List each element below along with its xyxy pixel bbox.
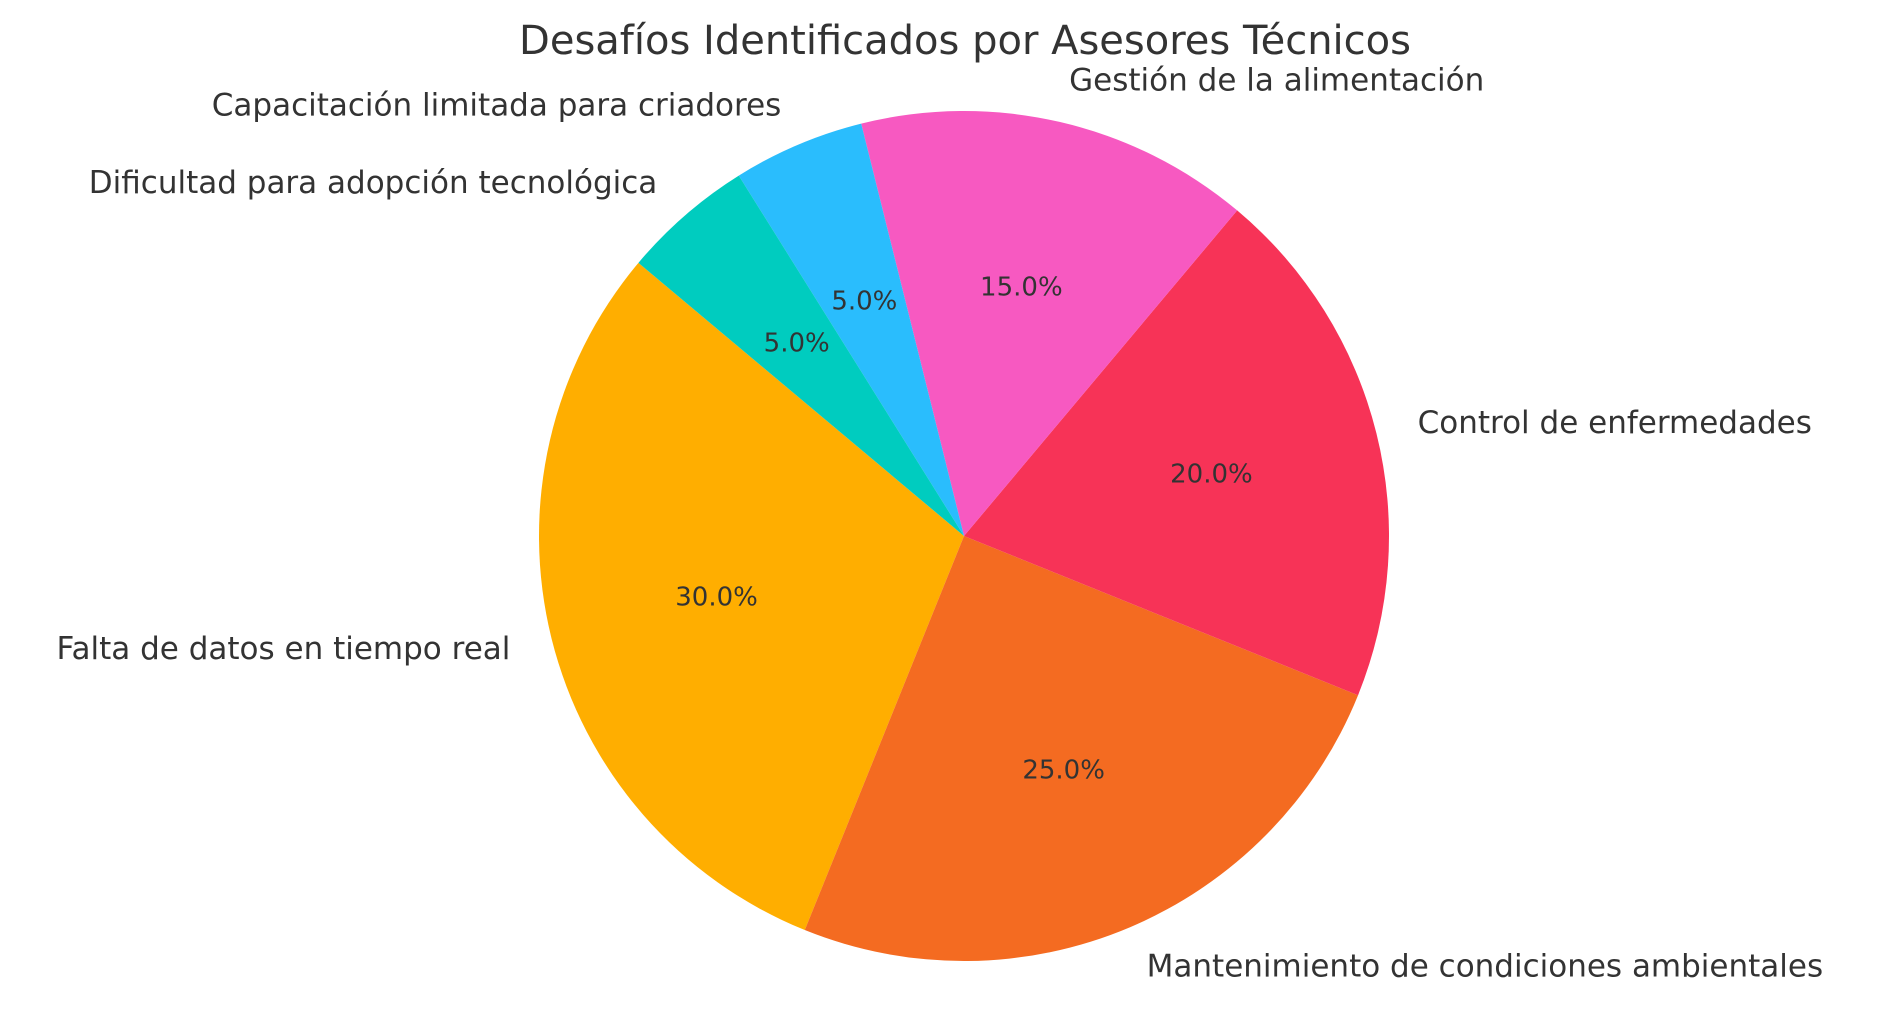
slice-label-falta-de-datos-en-tiempo-real: Falta de datos en tiempo real — [57, 631, 511, 667]
pct-label-control-de-enfermedades: 20.0% — [1170, 459, 1253, 489]
slice-label-capacitacion-limitada-para-criadores: Capacitación limitada para criadores — [212, 88, 782, 124]
slice-label-mantenimiento-de-condiciones-ambientales: Mantenimiento de condiciones ambientales — [1147, 948, 1823, 984]
pct-label-mantenimiento-de-condiciones-ambientales: 25.0% — [1022, 756, 1105, 786]
slice-label-dificultad-para-adopcion-tecnologica: Dificultad para adopción tecnológica — [89, 165, 658, 201]
pct-label-dificultad-para-adopcion-tecnologica: 5.0% — [764, 329, 830, 359]
chart-title: Desafíos Identificados por Asesores Técn… — [519, 18, 1411, 64]
pie-slice-capacitacion-limitada-para-criadores — [738, 123, 964, 536]
percentage-labels: 30.0% 25.0% 20.0% 15.0% 5.0%5.0% — [675, 273, 1252, 786]
pie-slice-gestion-de-la-alimentacion — [861, 111, 1238, 537]
pie-slices — [539, 111, 1389, 961]
pct-label-falta-de-datos-en-tiempo-real: 30.0% — [675, 583, 758, 613]
slice-labels: Falta de datos en tiempo real Mantenimien… — [57, 62, 1824, 984]
pie-slice-dificultad-para-adopcion-tecnologica — [638, 175, 964, 536]
pie-slice-mantenimiento-de-condiciones-ambientales — [804, 536, 1359, 961]
slice-label-control-de-enfermedades: Control de enfermedades — [1418, 405, 1812, 441]
pie-slice-control-de-enfermedades — [964, 210, 1389, 696]
pct-label-gestion-de-la-alimentacion: 15.0% — [980, 273, 1063, 303]
pct-label-capacitacion-limitada-para-criadores: 5.0% — [831, 286, 897, 316]
pie-slice-falta-de-datos-en-tiempo-real — [539, 262, 964, 931]
slice-label-gestion-de-la-alimentacion: Gestión de la alimentación — [1069, 62, 1484, 98]
